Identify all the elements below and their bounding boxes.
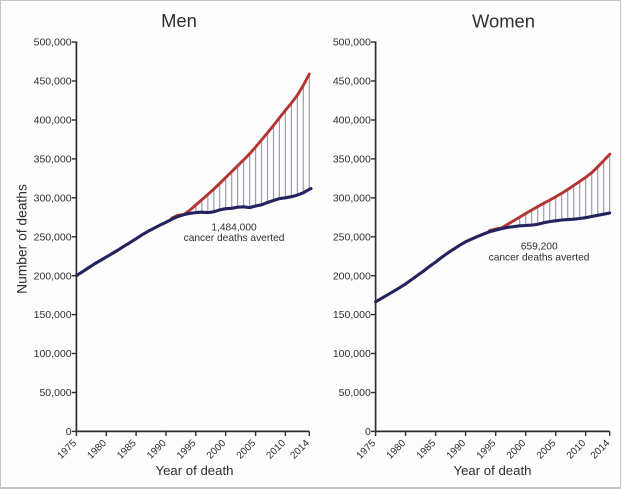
- svg-text:2010: 2010: [265, 438, 289, 462]
- svg-text:350,000: 350,000: [333, 154, 371, 166]
- svg-text:300,000: 300,000: [34, 192, 72, 204]
- svg-text:2005: 2005: [535, 438, 559, 462]
- svg-text:2005: 2005: [235, 438, 259, 462]
- svg-text:2000: 2000: [505, 438, 529, 462]
- svg-text:1980: 1980: [85, 438, 109, 462]
- svg-text:100,000: 100,000: [333, 348, 371, 360]
- svg-text:cancer deaths averted: cancer deaths averted: [489, 253, 590, 264]
- svg-text:150,000: 150,000: [34, 309, 72, 321]
- svg-text:1975: 1975: [355, 438, 379, 462]
- svg-text:500,000: 500,000: [333, 37, 371, 49]
- svg-text:Year of death: Year of death: [454, 463, 532, 478]
- svg-text:450,000: 450,000: [34, 76, 72, 88]
- svg-text:2014: 2014: [589, 438, 613, 462]
- svg-text:500,000: 500,000: [34, 37, 72, 49]
- svg-text:250,000: 250,000: [333, 231, 371, 243]
- svg-text:350,000: 350,000: [34, 154, 72, 166]
- svg-text:1990: 1990: [445, 438, 469, 462]
- svg-text:300,000: 300,000: [333, 192, 371, 204]
- svg-text:0: 0: [66, 426, 72, 438]
- svg-text:100,000: 100,000: [34, 348, 72, 360]
- svg-text:200,000: 200,000: [333, 270, 371, 282]
- svg-text:1980: 1980: [385, 438, 409, 462]
- svg-text:2000: 2000: [205, 438, 229, 462]
- svg-text:400,000: 400,000: [34, 115, 72, 127]
- svg-text:1990: 1990: [145, 438, 169, 462]
- svg-text:Women: Women: [472, 11, 535, 32]
- svg-text:cancer deaths averted: cancer deaths averted: [184, 233, 285, 244]
- svg-text:Year of death: Year of death: [156, 463, 234, 478]
- svg-text:659,200: 659,200: [521, 241, 558, 252]
- svg-text:1985: 1985: [115, 438, 139, 462]
- svg-text:2014: 2014: [288, 438, 312, 462]
- svg-text:200,000: 200,000: [34, 270, 72, 282]
- svg-text:1995: 1995: [475, 438, 499, 462]
- svg-text:450,000: 450,000: [333, 76, 371, 88]
- svg-text:1,484,000: 1,484,000: [211, 223, 257, 234]
- svg-text:250,000: 250,000: [34, 231, 72, 243]
- svg-text:50,000: 50,000: [39, 387, 71, 399]
- svg-text:400,000: 400,000: [333, 115, 371, 127]
- svg-text:50,000: 50,000: [339, 387, 371, 399]
- svg-text:Number of deaths: Number of deaths: [15, 184, 30, 294]
- svg-text:Men: Men: [161, 10, 197, 31]
- svg-text:150,000: 150,000: [333, 309, 371, 321]
- svg-text:1975: 1975: [56, 438, 80, 462]
- svg-text:1995: 1995: [175, 438, 199, 462]
- svg-text:1985: 1985: [415, 438, 439, 462]
- svg-text:2010: 2010: [565, 438, 589, 462]
- svg-text:0: 0: [365, 426, 371, 438]
